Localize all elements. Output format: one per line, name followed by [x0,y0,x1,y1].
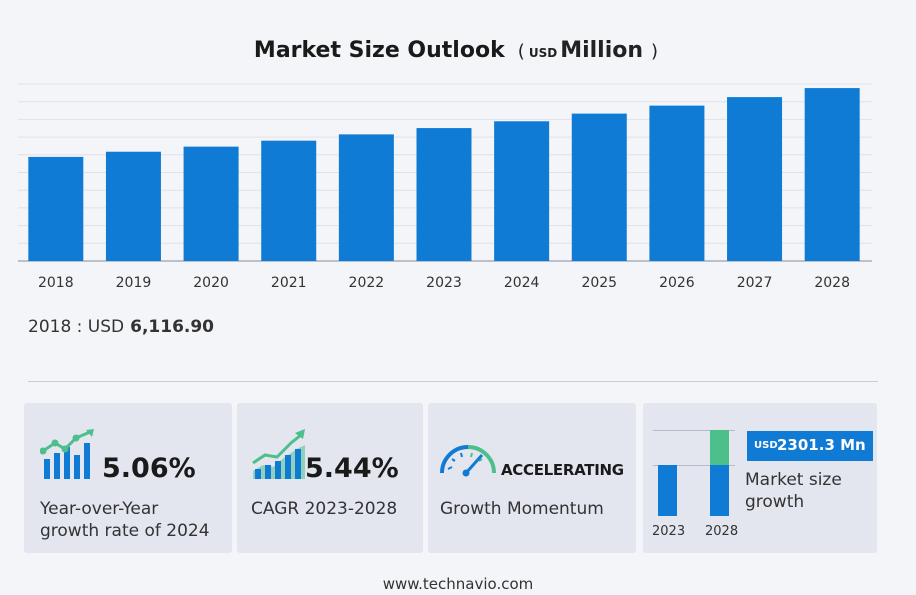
yoy-caption-line1: Year-over-Year [40,499,159,519]
mini-bar-2028-growth [710,430,729,465]
x-tick-label-2028: 2028 [814,275,850,291]
unit-label: Million [560,38,644,63]
growth-momentum-card: ACCELERATING Growth Momentum [428,403,636,553]
mini-label-2028: 2028 [705,524,739,539]
growth-guide-line-top [653,430,735,431]
bar-2026 [649,105,705,261]
mini-bar-2028-base [710,465,729,516]
x-tick-label-2022: 2022 [349,275,385,291]
trend-up-icon [252,429,305,479]
bar-2022 [338,134,394,261]
growth-caption-line2: growth [745,492,805,512]
market-size-bar-chart: 2018 2019 2020 2021 2022 2023 2024 2025 2026 2027… [18,83,872,291]
chart-title: Market Size Outlook [253,38,505,63]
cagr-card: 5.44% CAGR 2023-2028 [237,403,423,553]
bar-2025 [571,113,627,261]
growth-guide-line-base [653,465,735,466]
market-growth-card: 2023 2028 USD 2301.3 Mn Market size grow… [643,403,877,553]
unit-paren-close: ) [651,41,659,62]
bar-2023 [416,128,472,261]
x-tick-label-2025: 2025 [581,275,617,291]
unit-paren-open: ( [517,41,525,62]
x-tick-label-2021: 2021 [271,275,307,291]
growth-unit-prefix: USD [754,440,778,451]
bar-2028 [804,88,860,261]
momentum-value: ACCELERATING [501,461,624,479]
x-tick-label-2027: 2027 [737,275,773,291]
base-year-value: 2018 : USD 6,116.90 [28,317,214,337]
x-tick-label-2026: 2026 [659,275,695,291]
growth-chart-icon [40,429,94,479]
x-tick-label-2023: 2023 [426,275,462,291]
x-tick-label-2019: 2019 [116,275,152,291]
yoy-value: 5.06% [102,453,196,484]
mini-label-2023: 2023 [652,524,686,539]
chart-title-row: Market Size Outlook (USD Million) [0,38,916,63]
momentum-caption: Growth Momentum [440,499,604,519]
speedometer-icon [440,445,496,477]
bar-2027 [727,97,783,262]
section-divider [28,381,878,382]
growth-amount: 2301.3 Mn [777,436,866,454]
bar-2018 [28,156,84,261]
base-year-amount: 6,116.90 [130,317,215,337]
growth-caption-line1: Market size [745,470,842,490]
cagr-value: 5.44% [305,453,399,484]
bar-2019 [105,151,161,261]
x-tick-label-2018: 2018 [38,275,74,291]
growth-caption: Market size growth [745,469,842,513]
bar-2021 [261,140,317,261]
yoy-growth-card: 5.06% Year-over-Year growth rate of 2024 [24,403,232,553]
bar-2024 [494,121,550,261]
growth-amount-badge: USD 2301.3 Mn [747,431,873,461]
bar-2020 [183,146,239,261]
base-year-label: 2018 : USD [28,317,125,337]
mini-bar-2023 [658,465,677,516]
unit-prefix: USD [528,46,558,60]
x-tick-label-2024: 2024 [504,275,540,291]
x-tick-label-2020: 2020 [193,275,229,291]
source-credit: www.technavio.com [382,575,534,593]
yoy-caption-line2: growth rate of 2024 [40,521,210,541]
cagr-caption: CAGR 2023-2028 [251,499,398,519]
